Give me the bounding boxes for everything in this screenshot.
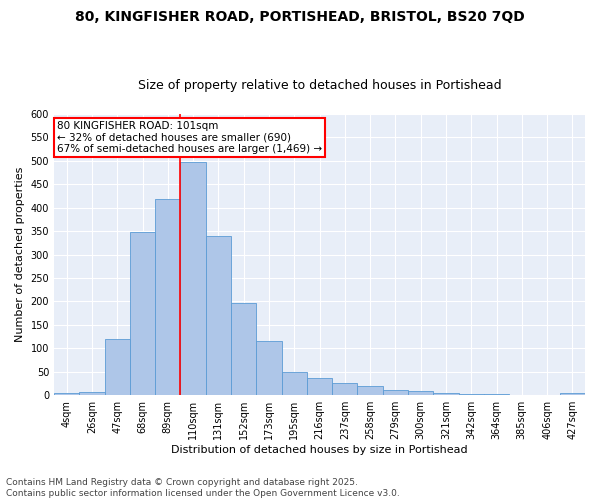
- Bar: [155, 200, 181, 395]
- X-axis label: Distribution of detached houses by size in Portishead: Distribution of detached houses by size …: [171, 445, 468, 455]
- Bar: [206, 236, 231, 395]
- Text: 80, KINGFISHER ROAD, PORTISHEAD, BRISTOL, BS20 7QD: 80, KINGFISHER ROAD, PORTISHEAD, BRISTOL…: [75, 10, 525, 24]
- Bar: [181, 162, 206, 395]
- Title: Size of property relative to detached houses in Portishead: Size of property relative to detached ho…: [138, 79, 502, 92]
- Bar: [560, 394, 585, 395]
- Bar: [458, 394, 484, 395]
- Bar: [281, 372, 307, 395]
- Bar: [408, 391, 433, 395]
- Y-axis label: Number of detached properties: Number of detached properties: [15, 167, 25, 342]
- Bar: [433, 393, 458, 395]
- Bar: [79, 392, 104, 395]
- Bar: [358, 386, 383, 395]
- Bar: [231, 303, 256, 395]
- Bar: [307, 378, 332, 395]
- Bar: [256, 342, 281, 395]
- Bar: [484, 394, 509, 395]
- Text: Contains HM Land Registry data © Crown copyright and database right 2025.
Contai: Contains HM Land Registry data © Crown c…: [6, 478, 400, 498]
- Bar: [130, 232, 155, 395]
- Bar: [104, 339, 130, 395]
- Bar: [332, 384, 358, 395]
- Bar: [54, 393, 79, 395]
- Text: 80 KINGFISHER ROAD: 101sqm
← 32% of detached houses are smaller (690)
67% of sem: 80 KINGFISHER ROAD: 101sqm ← 32% of deta…: [56, 121, 322, 154]
- Bar: [383, 390, 408, 395]
